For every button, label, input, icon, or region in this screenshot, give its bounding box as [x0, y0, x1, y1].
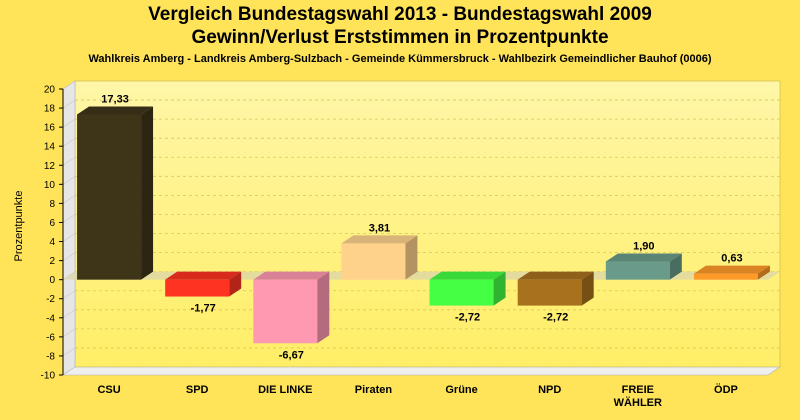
y-tick-label: -4 — [46, 313, 55, 324]
bar-top — [77, 106, 154, 115]
gridline-side — [62, 118, 76, 128]
y-axis-label: Prozentpunkte — [13, 191, 25, 262]
bar-die-linke — [253, 271, 330, 344]
y-tick-label: 10 — [44, 180, 56, 191]
y-tick-label: -8 — [46, 351, 55, 362]
gridline-side — [62, 252, 76, 261]
gridline-side — [62, 290, 76, 299]
bar-front — [165, 279, 230, 297]
x-tick-label: ÖDP — [714, 383, 738, 396]
bar-front — [429, 279, 494, 306]
y-tick-label: 20 — [44, 85, 56, 96]
x-tick-label: WÄHLER — [614, 396, 662, 409]
value-label: 17,33 — [101, 93, 129, 105]
value-label: -2,72 — [543, 312, 568, 324]
bar-top — [605, 253, 682, 262]
y-tick-label: 0 — [49, 275, 55, 286]
bar-ödp — [693, 265, 770, 280]
bar-side — [757, 265, 770, 280]
x-tick-label: DIE LINKE — [258, 384, 312, 396]
gridline-side — [62, 176, 76, 185]
gridline-side — [62, 366, 76, 376]
y-tick-label: 18 — [44, 104, 56, 115]
x-tick-label: SPD — [186, 384, 209, 396]
bars — [77, 106, 770, 344]
bar-top — [693, 265, 770, 274]
x-tick-label: Piraten — [355, 384, 393, 396]
y-tick-label: -6 — [46, 332, 55, 343]
plot-floor — [62, 366, 781, 376]
value-label: -1,77 — [191, 303, 216, 315]
gridline-side — [62, 347, 76, 357]
bar-top — [517, 271, 594, 280]
bar-front — [253, 279, 318, 344]
gridline-side — [62, 137, 76, 147]
bar-side — [493, 271, 506, 306]
plot-frame — [62, 80, 781, 376]
value-label: -2,72 — [455, 312, 480, 324]
bar-side — [669, 253, 682, 280]
y-tick-label: 4 — [49, 237, 55, 248]
bar-grüne — [429, 271, 506, 306]
gridline-side — [62, 214, 76, 223]
chart-title: Vergleich Bundestagswahl 2013 - Bundesta… — [148, 4, 652, 25]
bar-front — [341, 243, 406, 280]
value-label: 1,90 — [633, 241, 654, 253]
gridlines — [62, 80, 780, 376]
value-label: -6,67 — [279, 349, 304, 361]
bar-spd — [165, 271, 242, 297]
chart-caption: Wahlkreis Amberg - Landkreis Amberg-Sulz… — [88, 53, 712, 65]
y-tick-label: -10 — [41, 371, 56, 382]
bar-top — [253, 271, 330, 280]
gridline-side — [62, 233, 76, 242]
bar-top — [165, 271, 242, 280]
bar-front — [693, 273, 758, 280]
y-tick-label: 6 — [49, 218, 55, 229]
plot-left-wall — [62, 80, 76, 376]
bar-csu — [77, 106, 154, 280]
bar-side — [405, 235, 418, 280]
bar-side — [317, 271, 330, 344]
bar-top — [429, 271, 506, 280]
bar-top — [341, 235, 418, 244]
bar-front — [517, 279, 582, 306]
y-tick-label: 16 — [44, 123, 56, 134]
value-label: 3,81 — [369, 222, 390, 234]
plot-back-wall — [74, 80, 781, 368]
gridline-side — [62, 157, 76, 166]
y-tick-label: -2 — [46, 294, 55, 305]
bar-piraten — [341, 235, 418, 280]
x-tick-label: NPD — [538, 384, 561, 396]
y-tick-label: 12 — [44, 161, 56, 172]
bar-front — [77, 114, 142, 280]
chart-subtitle: Gewinn/Verlust Erststimmen in Prozentpun… — [191, 27, 609, 48]
bar-front — [605, 261, 670, 280]
bar-side — [581, 271, 594, 306]
zero-plane — [63, 271, 780, 280]
gridline-side — [62, 99, 76, 109]
x-tick-label: FREIE — [622, 384, 654, 396]
value-label: 0,63 — [721, 253, 742, 265]
x-tick-label: Grüne — [445, 384, 477, 396]
gridline-side — [62, 195, 76, 204]
y-tick-label: 8 — [49, 199, 55, 210]
x-axis: CSU SPD DIE LINKE Piraten Grüne NPD FREIEWÄHLE… — [97, 383, 737, 409]
gridline-side — [62, 80, 76, 90]
y-tick-label: 2 — [49, 256, 55, 267]
bar-npd — [517, 271, 594, 306]
bar-freie-wähler — [605, 253, 682, 280]
gridline-side — [62, 309, 76, 319]
x-tick-label: CSU — [97, 384, 120, 396]
y-tick-label: 14 — [44, 142, 56, 153]
bar-side — [141, 106, 154, 280]
bar-side — [229, 271, 242, 297]
value-labels: 17,33 -1,77 -6,67 3,81 -2,72 -2,72 1,90 0,63 — [101, 93, 742, 361]
gridline-side — [62, 328, 76, 338]
